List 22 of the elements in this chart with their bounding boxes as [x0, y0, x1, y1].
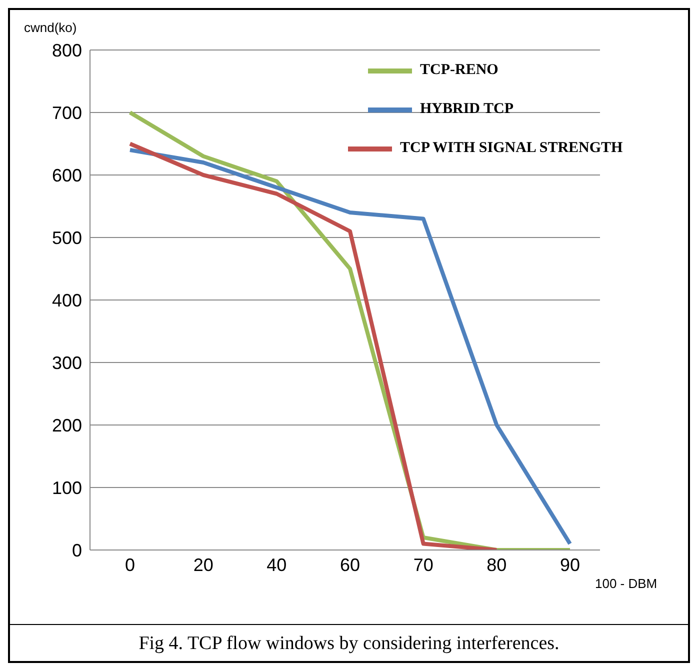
y-axis-title: cwnd(ko) [24, 20, 77, 35]
y-tick-label: 300 [52, 352, 82, 373]
x-tick-label: 20 [193, 554, 214, 575]
legend-label: TCP WITH SIGNAL STRENGTH [400, 140, 623, 157]
x-tick-label: 70 [413, 554, 434, 575]
y-tick-label: 700 [52, 102, 82, 123]
y-tick-label: 400 [52, 290, 82, 310]
x-tick-label: 90 [560, 554, 580, 575]
x-tick-label: 40 [266, 554, 287, 575]
legend-label: HYBRID TCP [420, 101, 514, 118]
y-tick-label: 600 [52, 165, 82, 186]
y-tick-label: 800 [52, 40, 82, 60]
y-tick-label: 0 [72, 540, 82, 560]
y-tick-label: 500 [52, 228, 82, 248]
x-tick-label: 80 [486, 554, 507, 575]
caption: Fig 4. TCP flow windows by considering interferences. [10, 624, 688, 655]
x-tick-label: 0 [124, 554, 136, 575]
y-tick-label: 200 [52, 415, 82, 436]
y-tick-label: 100 [52, 478, 82, 498]
x-axis-title: 100 - DBM [595, 576, 658, 591]
legend-label: TCP-RENO [420, 62, 498, 79]
x-tick-label: 60 [340, 554, 360, 575]
